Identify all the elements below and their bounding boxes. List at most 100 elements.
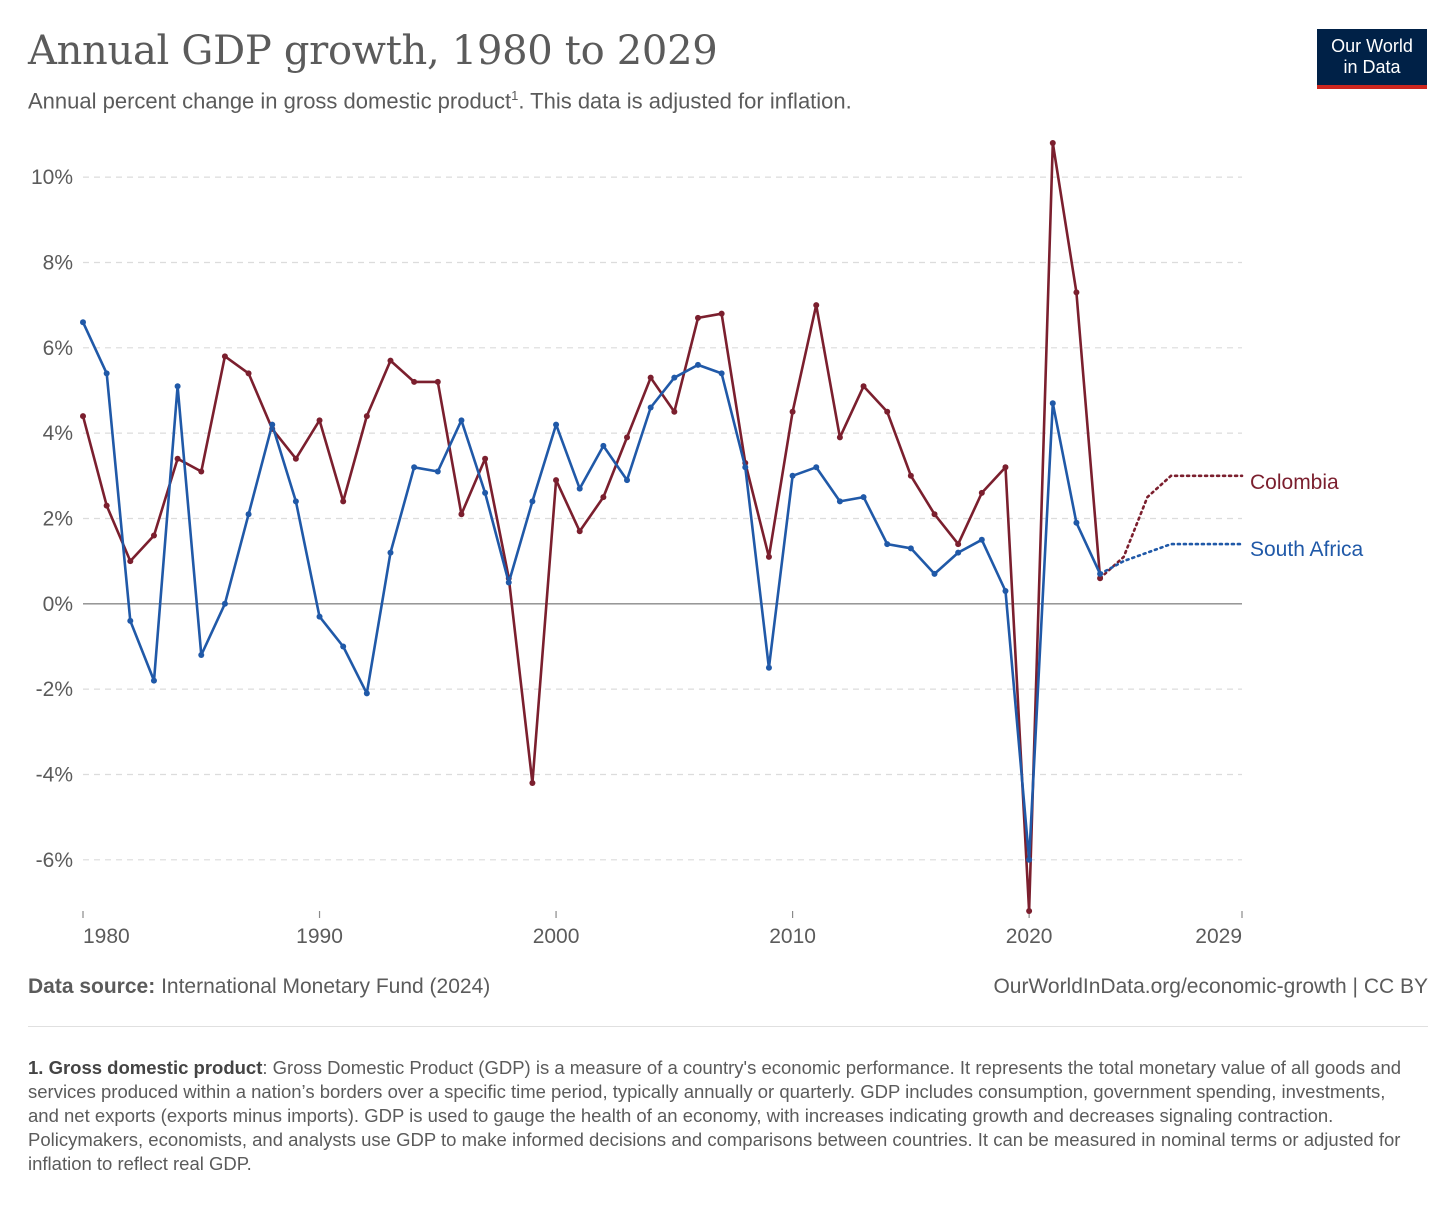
south-africa-point [860, 494, 867, 501]
data-source: Data source: International Monetary Fund… [28, 975, 490, 999]
south-africa-point [127, 617, 134, 624]
colombia-point [1049, 140, 1056, 146]
south-africa-point [269, 421, 276, 428]
south-africa-point [624, 477, 631, 484]
south-africa-point [694, 361, 701, 368]
colombia-point [174, 455, 181, 462]
x-tick-label: 2000 [533, 925, 580, 948]
south-africa-point [1073, 519, 1080, 526]
colombia-point [671, 408, 678, 415]
colombia-point [789, 408, 796, 415]
footer-divider [28, 1026, 1428, 1027]
south-africa-point [907, 545, 914, 552]
colombia-point [884, 408, 891, 415]
colombia-point [198, 468, 205, 475]
colombia-point [458, 511, 465, 518]
colombia-point [860, 383, 867, 390]
x-tick-label: 2029 [1195, 925, 1242, 948]
south-africa-point [671, 374, 678, 381]
south-africa-point [718, 370, 725, 377]
colombia-point [363, 413, 370, 420]
south-africa-point [174, 383, 181, 390]
y-tick-label: 0% [43, 593, 73, 616]
colombia-point [1026, 908, 1033, 914]
colombia-point [80, 413, 86, 420]
south-africa-point [955, 549, 962, 556]
south-africa-point [245, 511, 252, 518]
south-africa-point [529, 498, 536, 505]
south-africa-point [1026, 856, 1033, 863]
x-tick-label: 2010 [769, 925, 816, 948]
colombia-point [316, 417, 323, 424]
y-tick-label: -2% [36, 678, 73, 701]
colombia-point [127, 558, 134, 565]
south-africa-line [81, 321, 1102, 862]
south-africa-point [340, 643, 347, 650]
colombia-point [245, 370, 252, 377]
south-africa-point [150, 677, 157, 684]
colombia-point [576, 528, 583, 535]
footnote-text: : Gross Domestic Product (GDP) is a meas… [28, 1057, 1402, 1174]
chart-title: Annual GDP growth, 1980 to 2029 [28, 28, 718, 74]
south-africa-point [576, 485, 583, 492]
colombia-point [907, 472, 914, 479]
subtitle-main: Annual percent change in gross domestic … [28, 88, 512, 114]
south-africa-point [789, 472, 796, 479]
colombia-point [553, 477, 560, 484]
colombia-point [387, 357, 394, 364]
south-africa-point [742, 464, 749, 471]
south-africa-point [505, 579, 512, 586]
logo-line-2: in Data [1343, 57, 1401, 77]
south-africa-point [931, 570, 938, 577]
footnote: 1. Gross domestic product: Gross Domesti… [28, 1056, 1408, 1176]
south-africa-point [884, 541, 891, 548]
colombia-point [482, 455, 489, 462]
footnote-ref[interactable]: 1 [511, 88, 519, 103]
y-tick-label: 6% [43, 337, 73, 360]
owid-logo[interactable]: Our World in Data [1317, 29, 1427, 89]
source-label: Data source: [28, 975, 156, 998]
source-text: International Monetary Fund (2024) [161, 975, 491, 998]
y-tick-label: -6% [36, 849, 73, 872]
south-africa-point [1097, 570, 1104, 577]
south-africa-point [80, 319, 86, 326]
colombia-point [1097, 575, 1104, 582]
colombia-point [600, 494, 607, 501]
colombia-point [434, 378, 441, 385]
south-africa-point [434, 468, 441, 475]
colombia-point [813, 302, 820, 309]
south-africa-point [978, 536, 985, 543]
colombia-projection-line [1098, 474, 1244, 580]
line-chart: -6% -4% -2% 0% 2% 4% 6% 8% 10% 1980 1990 2000 2010 20… [31, 140, 1364, 948]
south-africa-point [553, 421, 560, 428]
south-africa-point [316, 613, 323, 620]
y-tick-label: 2% [43, 507, 73, 530]
colombia-line [81, 141, 1102, 913]
x-tick-label: 1980 [83, 925, 130, 948]
subtitle-tail: . This data is adjusted for inflation. [518, 88, 852, 114]
x-tick-label: 2020 [1006, 925, 1053, 948]
colombia-point [624, 434, 631, 441]
footnote-label: 1. Gross domestic product [28, 1057, 263, 1078]
south-africa-point [647, 404, 654, 411]
south-africa-series-label: South Africa [1250, 538, 1364, 561]
south-africa-point [363, 690, 370, 697]
south-africa-point [221, 600, 228, 607]
south-africa-point [765, 664, 772, 671]
credit-link[interactable]: OurWorldInData.org/economic-growth | CC … [993, 975, 1428, 998]
colombia-point [1073, 289, 1080, 296]
south-africa-point [813, 464, 820, 471]
south-africa-point [1049, 400, 1056, 407]
south-africa-point [1002, 588, 1009, 594]
colombia-point [931, 511, 938, 518]
south-africa-point [836, 498, 843, 505]
colombia-point [103, 502, 110, 509]
colombia-point [340, 498, 347, 505]
colombia-point [1002, 464, 1009, 471]
y-tick-label: 10% [31, 166, 73, 189]
south-africa-point [482, 489, 489, 496]
colombia-point [694, 314, 701, 321]
logo-line-1: Our World [1331, 36, 1413, 56]
colombia-point [978, 489, 985, 496]
south-africa-point [103, 370, 110, 377]
